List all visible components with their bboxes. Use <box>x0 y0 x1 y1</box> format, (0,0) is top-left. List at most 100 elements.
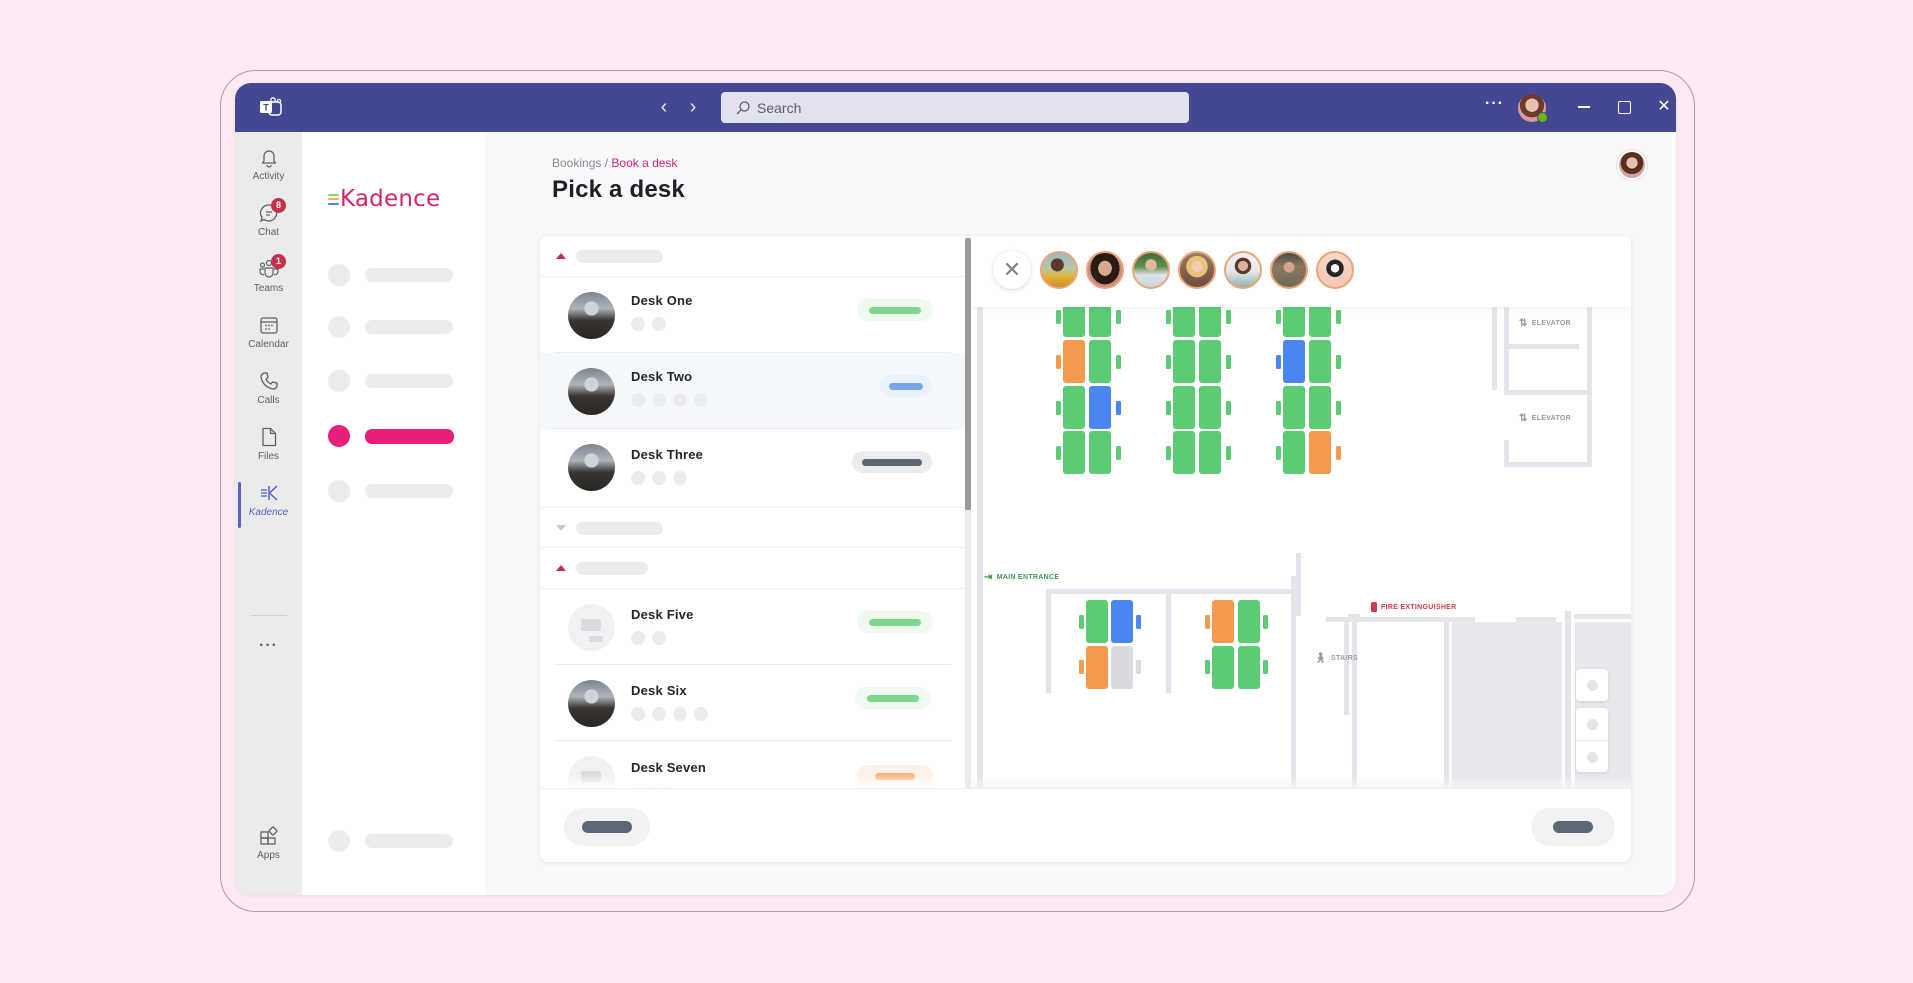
kadence-nav-item-5[interactable] <box>328 479 458 503</box>
desk-name: Desk Two <box>631 369 693 384</box>
map-desk[interactable] <box>1089 340 1111 383</box>
desk-row[interactable]: Desk One <box>540 277 965 353</box>
map-desk[interactable] <box>1173 340 1195 383</box>
map-desk[interactable] <box>1063 386 1085 429</box>
rail-item-kadence[interactable]: Kadence <box>235 482 302 534</box>
desk-placeholder-image <box>568 604 615 651</box>
rail-item-calls[interactable]: Calls <box>235 370 302 422</box>
status-selected-badge <box>880 375 932 397</box>
desk-list-scrollbar-track[interactable] <box>965 238 971 788</box>
desk-group-header-3[interactable] <box>540 548 965 589</box>
desk-name: Desk Six <box>631 683 687 698</box>
rail-label: Kadence <box>248 507 289 518</box>
rail-label: Calls <box>257 395 280 406</box>
map-desk[interactable] <box>1309 340 1331 383</box>
kadence-nav-item-bookings[interactable] <box>328 424 458 448</box>
page-title: Pick a desk <box>552 176 685 203</box>
rail-item-calendar[interactable]: Calendar <box>235 314 302 366</box>
rail-label: Activity <box>252 171 285 182</box>
desk-group-header-2[interactable] <box>540 507 965 548</box>
kadence-nav-item-2[interactable] <box>328 315 458 339</box>
floor-map[interactable]: ✕ <box>971 236 1631 788</box>
map-desk-selected[interactable] <box>1111 600 1133 643</box>
map-desk[interactable] <box>1063 431 1085 474</box>
breadcrumb-book-a-desk[interactable]: Book a desk <box>611 156 678 170</box>
rail-divider <box>251 615 287 616</box>
map-wall <box>1492 296 1497 390</box>
map-wall <box>977 296 983 788</box>
rail-label: Teams <box>253 283 284 294</box>
presence-available-icon <box>1537 112 1548 123</box>
minimize-button[interactable] <box>1572 95 1596 119</box>
map-desk[interactable] <box>1309 386 1331 429</box>
bell-icon <box>261 150 276 168</box>
map-desk[interactable] <box>1089 431 1111 474</box>
desk-list-scrollbar-thumb[interactable] <box>965 238 971 510</box>
person-avatar-5[interactable] <box>1224 251 1262 289</box>
person-avatar-6[interactable] <box>1270 251 1308 289</box>
desk-group-header-1[interactable] <box>540 236 965 277</box>
back-button[interactable]: ‹ <box>660 96 668 118</box>
map-zoom-out-button[interactable] <box>1576 740 1608 772</box>
maximize-button[interactable] <box>1612 95 1636 119</box>
map-desk[interactable] <box>1283 431 1305 474</box>
map-desk[interactable] <box>1238 600 1260 643</box>
back-action-button[interactable] <box>564 808 650 846</box>
map-desk[interactable] <box>1283 386 1305 429</box>
map-desk[interactable] <box>1173 431 1195 474</box>
close-window-button[interactable]: ✕ <box>1657 98 1671 115</box>
rail-item-teams[interactable]: 1 Teams <box>235 254 302 310</box>
person-avatar-7-pet[interactable] <box>1316 251 1354 289</box>
rail-item-activity[interactable]: Activity <box>235 146 302 198</box>
apps-icon <box>259 826 277 845</box>
map-zoom-in-button[interactable] <box>1576 708 1608 740</box>
search-input[interactable]: Search <box>721 92 1189 123</box>
search-placeholder: Search <box>757 99 802 116</box>
map-zoom-control-1[interactable] <box>1576 669 1608 701</box>
kadence-nav-item-1[interactable] <box>328 263 458 287</box>
map-desk-booked[interactable] <box>1212 600 1234 643</box>
map-desk-disabled[interactable] <box>1111 646 1133 689</box>
person-avatar-4[interactable] <box>1178 251 1216 289</box>
people-bar: ✕ <box>971 236 1631 307</box>
close-people-button[interactable]: ✕ <box>993 251 1031 289</box>
rail-item-files[interactable]: Files <box>235 426 302 478</box>
map-desk[interactable] <box>1086 600 1108 643</box>
more-options-button[interactable]: ··· <box>1485 95 1504 112</box>
kadence-profile-item[interactable] <box>328 829 458 853</box>
map-desk[interactable] <box>1199 340 1221 383</box>
map-desk-selected[interactable] <box>1089 386 1111 429</box>
map-desk-booked[interactable] <box>1086 646 1108 689</box>
desk-row-selected[interactable]: Desk Two <box>540 353 965 429</box>
map-desk[interactable] <box>1212 646 1234 689</box>
desk-name: Desk Five <box>631 607 694 622</box>
desk-amenities <box>631 471 687 485</box>
elevator-label-1: ⇅ ELEVATOR <box>1519 318 1572 329</box>
map-desk[interactable] <box>1199 431 1221 474</box>
kadence-nav-item-3[interactable] <box>328 369 458 393</box>
desk-photo <box>568 444 615 491</box>
desk-row[interactable]: Desk Three <box>540 429 965 505</box>
desk-row[interactable]: Desk Five <box>540 589 965 665</box>
map-desk-booked[interactable] <box>1309 431 1331 474</box>
rail-item-chat[interactable]: 8 Chat <box>235 198 302 254</box>
person-avatar-3[interactable] <box>1132 251 1170 289</box>
map-desk[interactable] <box>1173 386 1195 429</box>
map-desk-selected[interactable] <box>1283 340 1305 383</box>
more-apps-button[interactable]: ··· <box>259 637 278 654</box>
map-desk[interactable] <box>1238 646 1260 689</box>
person-avatar-2[interactable] <box>1086 251 1124 289</box>
person-avatar-1[interactable] <box>1040 251 1078 289</box>
desk-row[interactable]: Desk Six <box>540 665 965 741</box>
map-desk[interactable] <box>1199 386 1221 429</box>
forward-button[interactable]: › <box>689 96 697 118</box>
rail-item-apps[interactable]: Apps <box>235 825 302 877</box>
caret-up-icon <box>556 253 566 259</box>
profile-avatar[interactable] <box>1617 150 1647 180</box>
confirm-action-button[interactable] <box>1531 808 1615 846</box>
breadcrumb: Bookings / Book a desk <box>552 156 677 170</box>
breadcrumb-bookings[interactable]: Bookings <box>552 156 602 170</box>
map-room <box>1452 622 1562 788</box>
caret-down-icon <box>556 525 566 531</box>
map-desk-booked[interactable] <box>1063 340 1085 383</box>
